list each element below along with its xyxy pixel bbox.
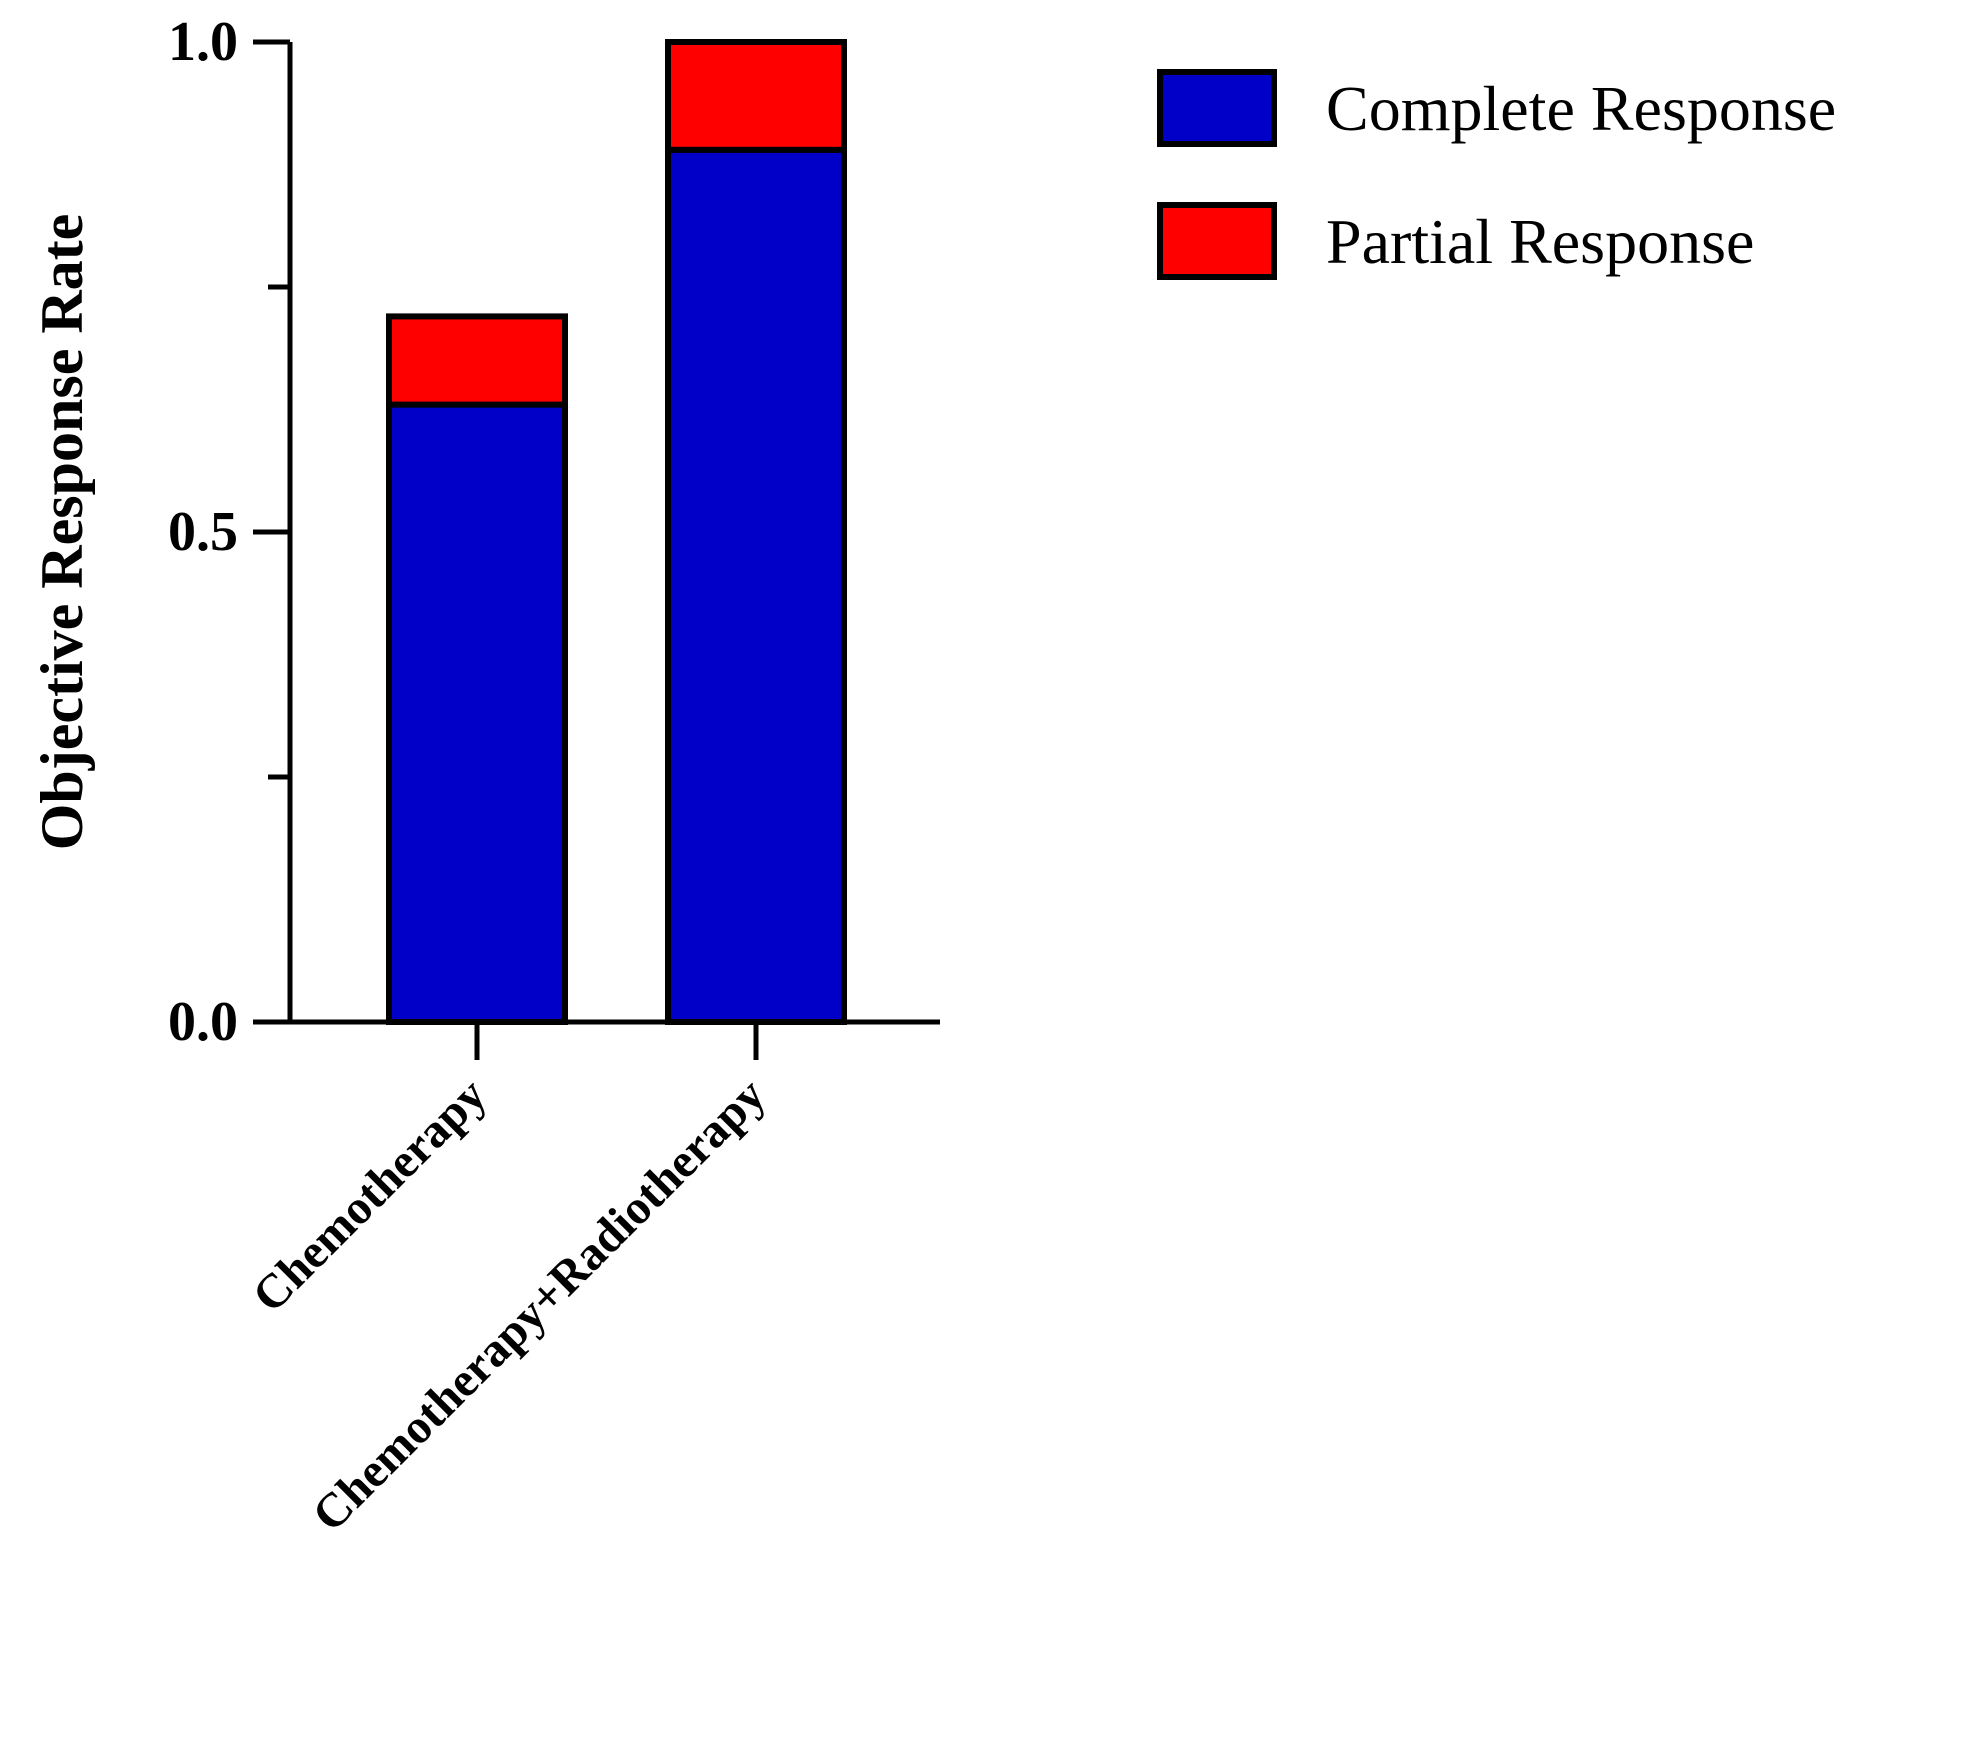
- y-ticks-group: 0.0 0.5 1.0: [168, 11, 290, 1053]
- legend: Complete Response Partial Response: [1157, 69, 1836, 280]
- x-tick-label: Chemotherapy+Radiotherapy: [302, 1068, 776, 1542]
- x-tick-label: Chemotherapy: [242, 1068, 496, 1322]
- legend-swatch-partial: [1157, 202, 1277, 280]
- bar-partial-0: [386, 313, 568, 408]
- legend-swatch-complete: [1157, 69, 1277, 147]
- legend-label-partial: Partial Response: [1326, 206, 1754, 277]
- y-tick-label: 0.5: [168, 501, 238, 563]
- y-tick-label: 0.0: [168, 991, 238, 1053]
- bar-complete-1: [665, 146, 847, 1026]
- bar-complete-0: [386, 401, 568, 1026]
- bar-partial-1: [665, 39, 847, 153]
- legend-label-complete: Complete Response: [1326, 73, 1836, 144]
- y-axis-label: Objective Response Rate: [29, 214, 95, 851]
- bars-group: [386, 39, 847, 1026]
- y-tick-label: 1.0: [168, 11, 238, 73]
